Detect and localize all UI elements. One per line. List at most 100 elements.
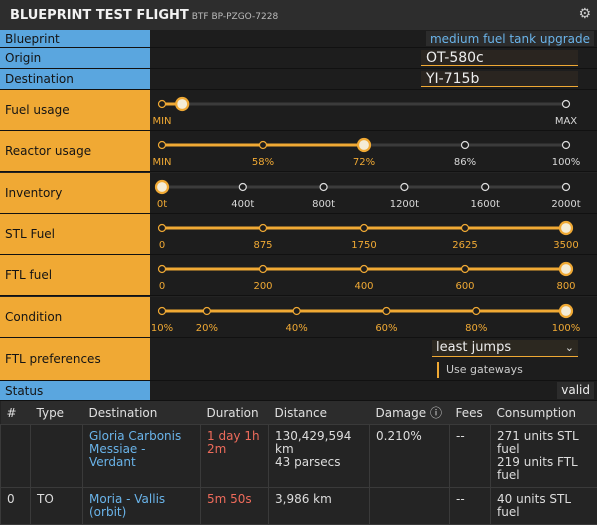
slider-tick bbox=[260, 142, 267, 149]
slider-tick-label: 0t bbox=[157, 199, 167, 210]
slider-tick bbox=[462, 266, 469, 273]
slider-label: Inventory bbox=[0, 173, 150, 213]
slider-tick-label: 0 bbox=[159, 240, 165, 251]
pref-label: FTL preferences bbox=[0, 338, 150, 380]
form-row: FTL fuel 0 200 400 600 800 bbox=[0, 255, 597, 296]
slider-tick-label: 3500 bbox=[553, 240, 578, 251]
slider-label: STL Fuel bbox=[0, 214, 150, 254]
cell-line: 271 units STL fuel bbox=[497, 430, 591, 456]
table-cell: TO bbox=[31, 488, 83, 525]
slider-tick bbox=[383, 307, 390, 314]
slider-label: Fuel usage bbox=[0, 90, 150, 130]
table-cell: 5m 50s bbox=[201, 488, 269, 525]
form-row: Status valid bbox=[0, 381, 597, 401]
slider-tick-label: 80% bbox=[465, 323, 487, 334]
slider-tick-label: 20% bbox=[196, 323, 218, 334]
slider-handle[interactable] bbox=[358, 139, 370, 151]
slider-label: Reactor usage bbox=[0, 131, 150, 171]
checkbox[interactable]: Use gateways bbox=[437, 362, 523, 378]
slider-tick-label: 600 bbox=[455, 281, 474, 292]
slider-tick-label: MIN bbox=[152, 157, 171, 168]
column-header: Consumption bbox=[491, 401, 597, 425]
text-input[interactable]: OT-580c bbox=[421, 50, 578, 66]
slider-tick-label: 60% bbox=[375, 323, 397, 334]
cell-line: 219 units FTL fuel bbox=[497, 456, 591, 482]
form-row: FTL preferences least jumps⌄ Use gateways bbox=[0, 338, 597, 381]
slider-tick-label: 875 bbox=[253, 240, 272, 251]
slider-handle[interactable] bbox=[560, 222, 572, 234]
cell-text: 5m 50s bbox=[207, 492, 252, 506]
table-cell bbox=[370, 488, 450, 525]
slider-tick-label: 800 bbox=[556, 281, 575, 292]
slider-tick bbox=[260, 224, 267, 231]
slider-tick-label: 400 bbox=[354, 281, 373, 292]
column-header: Type bbox=[31, 401, 83, 425]
slider-handle[interactable] bbox=[156, 181, 168, 193]
title: BLUEPRINT TEST FLIGHT bbox=[10, 8, 189, 23]
status-value: valid bbox=[557, 382, 594, 399]
slider-label: FTL fuel bbox=[0, 255, 150, 295]
cell-text: Moria - Vallis (orbit) bbox=[89, 492, 165, 519]
form-row: Destination YI-715b bbox=[0, 69, 597, 90]
cell-line: 130,429,594 km bbox=[275, 430, 363, 456]
status-label: Status bbox=[0, 381, 150, 400]
form-row: STL Fuel 0 875 1750 2625 3500 bbox=[0, 214, 597, 255]
cell-text: 0.210% bbox=[376, 429, 422, 443]
slider-handle[interactable] bbox=[176, 98, 188, 110]
slider-tick-label: 2000t bbox=[551, 199, 580, 210]
slider-tick-label: 2625 bbox=[452, 240, 477, 251]
slider-tick-label: 100% bbox=[552, 157, 581, 168]
slider-tick bbox=[563, 101, 570, 108]
slider-tick-label: 86% bbox=[454, 157, 476, 168]
column-header: Distance bbox=[269, 401, 370, 425]
slider-tick bbox=[361, 266, 368, 273]
text-input[interactable]: YI-715b bbox=[421, 71, 578, 87]
settings-icon[interactable]: ⚙ bbox=[578, 6, 591, 22]
slider-tick bbox=[260, 266, 267, 273]
slider-tick bbox=[563, 183, 570, 190]
cell-line: 43 parsecs bbox=[275, 456, 363, 469]
slider-tick-label: 1750 bbox=[351, 240, 376, 251]
slider-tick bbox=[482, 183, 489, 190]
slider-label: Condition bbox=[0, 297, 150, 337]
subtitle: BTF BP-PZGO-7228 bbox=[192, 12, 278, 22]
column-header: Damage ⓘ bbox=[370, 401, 450, 425]
dropdown-arrow: ⌄ bbox=[565, 340, 574, 356]
table-cell: -- bbox=[450, 425, 491, 488]
slider-tick-label: 10% bbox=[152, 323, 173, 334]
field-label: Destination bbox=[0, 69, 150, 89]
cell-text: -- bbox=[456, 492, 465, 506]
table-cell bbox=[1, 425, 31, 488]
table-cell: Moria - Vallis (orbit) bbox=[83, 488, 201, 525]
field-value[interactable]: medium fuel tank upgrade bbox=[426, 31, 594, 46]
cell-text: 1 day 1h 2m bbox=[207, 429, 260, 456]
column-header: Fees bbox=[450, 401, 491, 425]
column-header: Destination bbox=[83, 401, 201, 425]
cell-line: 40 units STL fuel bbox=[497, 493, 591, 519]
slider-handle[interactable] bbox=[560, 263, 572, 275]
slider-tick-label: 200 bbox=[253, 281, 272, 292]
slider-tick-label: 0 bbox=[159, 281, 165, 292]
cell-text: 0 bbox=[7, 492, 15, 506]
table-cell: 40 units STL fuel bbox=[491, 488, 597, 525]
slider-tick-label: MIN bbox=[152, 116, 171, 127]
table-cell: 0 bbox=[1, 488, 31, 525]
slider-tick bbox=[563, 142, 570, 149]
slider-handle[interactable] bbox=[560, 305, 572, 317]
slider-tick bbox=[320, 183, 327, 190]
dropdown[interactable]: least jumps⌄ bbox=[432, 340, 578, 357]
